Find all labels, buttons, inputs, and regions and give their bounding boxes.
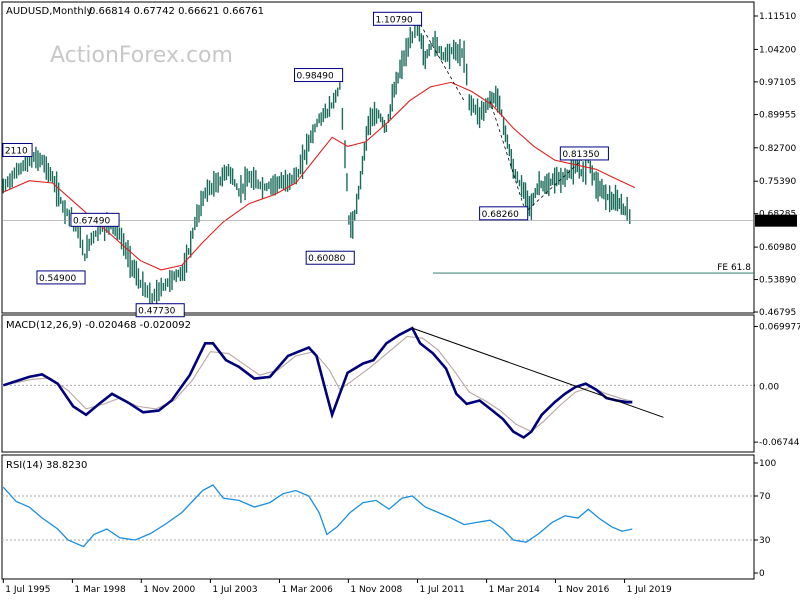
level-label-box xyxy=(135,303,185,318)
macd-panel xyxy=(1,314,755,453)
level-label: 2110 xyxy=(5,146,28,156)
rsi-panel xyxy=(1,454,755,580)
retracement-connector xyxy=(489,100,524,206)
level-label: 0.47730 xyxy=(138,307,175,317)
price-axis-label: 0.46795 xyxy=(759,308,796,318)
x-axis-label: 1 Jul 2019 xyxy=(627,585,672,595)
x-axis-label: 1 Mar 1998 xyxy=(74,585,126,595)
rsi-layer xyxy=(2,484,754,548)
x-axis-label: 1 Jul 1995 xyxy=(5,585,50,595)
last-price-label: 0.66761 xyxy=(759,218,796,228)
rsi-axis-label: 0 xyxy=(759,569,765,579)
macd-zero-marker xyxy=(755,379,797,392)
x-axis-label: 1 Jul 2003 xyxy=(212,585,257,595)
x-axis-label: 1 Mar 2006 xyxy=(282,585,334,595)
watermark: ActionForex.com xyxy=(50,43,233,68)
moving-average-line xyxy=(3,81,636,271)
price-axis-label: 0.60980 xyxy=(759,243,796,253)
level-label: 0.81350 xyxy=(562,150,599,160)
price-title: AUDUSD,Monthly 0.66814 0.67742 0.66621 0… xyxy=(6,6,264,17)
retracement-connector xyxy=(417,19,465,101)
level-label-box xyxy=(294,68,344,83)
price-axis-label: 0.53890 xyxy=(759,276,796,286)
macd-layer xyxy=(2,326,754,440)
price-title-label: AUDUSD,Monthly xyxy=(6,6,93,17)
level-label-box xyxy=(479,206,529,221)
x-axis-label: 1 Nov 2000 xyxy=(143,585,195,595)
level-label: 1.10790 xyxy=(375,15,412,25)
macd-zero-label: 0.00 xyxy=(759,382,779,392)
x-axis-label: 1 Mar 2014 xyxy=(489,585,541,595)
price-axis-label: 0.82700 xyxy=(759,144,796,154)
axes-layer: 1.11510 1.04200 0.97105 0.89955 0.82700 0.753… xyxy=(2,12,800,595)
rsi-axis-label: 70 xyxy=(759,492,771,502)
macd-trendline xyxy=(412,327,664,418)
price-axis-label: 0.97105 xyxy=(759,78,796,88)
level-label: 0.54900 xyxy=(39,274,76,284)
rsi-axis-label: 30 xyxy=(759,536,771,546)
fe-level-label: FE 61.8 xyxy=(717,263,751,273)
x-axis-label: 1 Nov 2008 xyxy=(350,585,402,595)
level-label: 0.67490 xyxy=(73,216,110,226)
rsi-line xyxy=(2,484,633,548)
retracement-connector xyxy=(523,153,589,215)
rsi-title: RSI(14) 38.8230 xyxy=(6,460,87,471)
price-axis-label: 1.11510 xyxy=(759,12,796,22)
level-label-box xyxy=(559,146,609,161)
last-price-marker xyxy=(755,214,797,227)
price-ohlc-readout: 0.66814 0.67742 0.66621 0.66761 xyxy=(89,6,264,17)
macd-line xyxy=(2,326,633,440)
x-axis-label: 1 Jul 2011 xyxy=(419,585,464,595)
level-label: 0.60080 xyxy=(308,254,345,264)
price-axis-label: 1.04200 xyxy=(759,45,796,55)
level-label: 0.68260 xyxy=(482,210,519,220)
level-label-box xyxy=(305,250,355,265)
price-axis-label: 0.89955 xyxy=(759,111,796,121)
level-label-box xyxy=(2,142,33,157)
rsi-axis-label: 100 xyxy=(759,459,776,469)
level-label-box xyxy=(70,212,120,227)
x-axis-label: 1 Nov 2016 xyxy=(557,585,609,595)
macd-title: MACD(12,26,9) -0.020468 -0.020092 xyxy=(6,320,191,331)
macd-axis-label: 0.069977 xyxy=(759,322,800,332)
level-label-box xyxy=(372,11,423,26)
price-layer: FE 61.8 1.10790 0.98490 0.81350 0.68260 0.600… xyxy=(2,11,754,318)
level-label: 0.98490 xyxy=(297,72,334,82)
macd-axis-label: -0.067448 xyxy=(759,438,800,448)
level-label-box xyxy=(36,270,86,285)
price-axis-label: 0.75390 xyxy=(759,177,796,187)
